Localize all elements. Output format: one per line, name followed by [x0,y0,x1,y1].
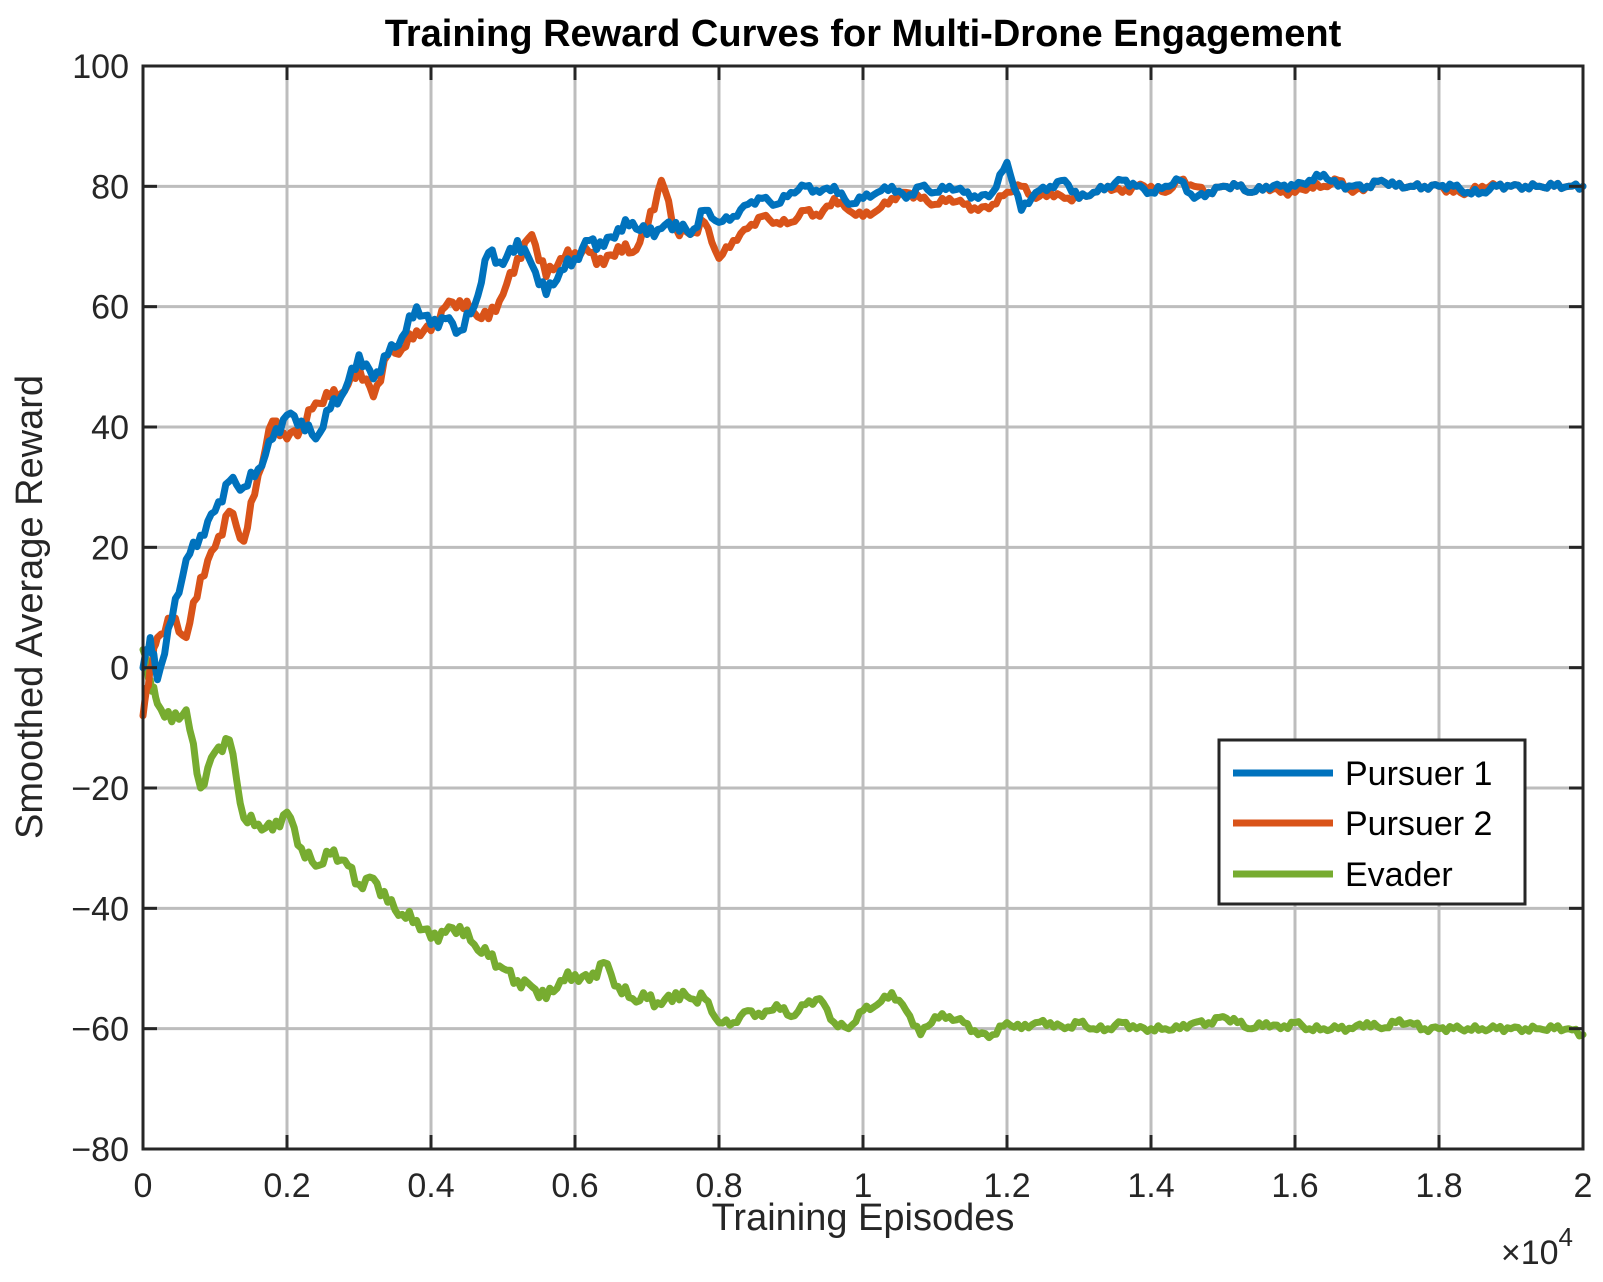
x-tick-label: 0.6 [551,1167,598,1205]
x-tick-label: 0.4 [407,1167,454,1205]
series-lines [139,158,1587,1042]
x-multiplier-label: ×104 [1501,1222,1573,1272]
x-tick-labels: 0 0.2 0.4 0.6 0.8 1 1.2 1.4 1.6 1.8 2 [134,1167,1593,1205]
legend: Pursuer 1 Pursuer 2 Evader [1217,738,1527,906]
x-multiplier-base: ×10 [1501,1234,1559,1272]
y-tick-label: −80 [71,1131,129,1169]
x-tick-label: 1.4 [1127,1167,1174,1205]
x-tick-label: 1.6 [1271,1167,1318,1205]
x-tick-label: 2 [1574,1167,1593,1205]
x-tick-label: 0.2 [263,1167,310,1205]
y-tick-label: 80 [91,168,129,206]
y-tick-labels: −80 −60 −40 −20 0 20 40 60 80 100 [71,48,129,1169]
series-line-pursuer-1 [139,158,1587,684]
y-axis-label: Smoothed Average Reward [9,375,51,839]
series-line-evader [139,646,1587,1042]
y-tick-label: 20 [91,529,129,567]
x-multiplier-exponent: 4 [1559,1222,1573,1252]
x-axis-label: Training Episodes [712,1197,1015,1239]
legend-label-pursuer-1: Pursuer 1 [1345,755,1492,793]
x-tick-label: 1 [854,1167,873,1205]
y-tick-label: −60 [71,1011,129,1049]
legend-label-pursuer-2: Pursuer 2 [1345,805,1492,843]
y-tick-label: 60 [91,289,129,327]
x-tick-label: 0.8 [695,1167,742,1205]
ticks [141,64,1585,1151]
y-tick-label: 100 [72,48,129,86]
x-tick-label: 1.2 [983,1167,1030,1205]
y-tick-label: −20 [71,770,129,808]
x-tick-label: 0 [134,1167,153,1205]
y-tick-label: −40 [71,890,129,928]
chart-title: Training Reward Curves for Multi-Drone E… [385,13,1342,55]
y-tick-label: 40 [91,409,129,447]
x-tick-label: 1.8 [1415,1167,1462,1205]
legend-label-evader: Evader [1345,856,1453,894]
y-tick-label: 0 [110,650,129,688]
